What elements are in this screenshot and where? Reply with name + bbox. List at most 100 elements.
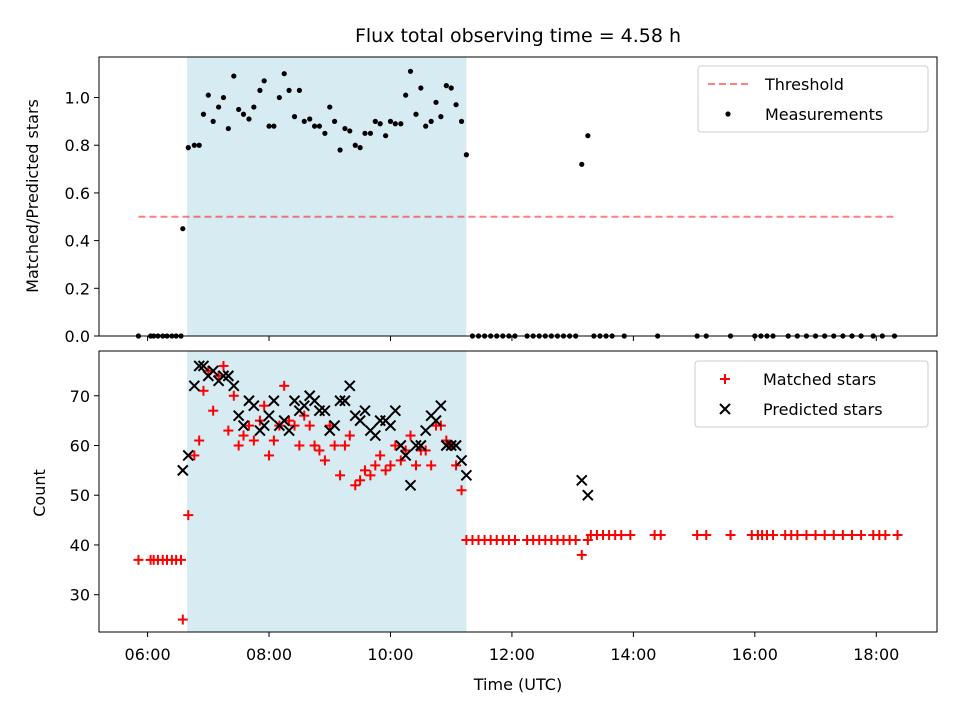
measurement-point — [200, 111, 207, 117]
observing-window-bottom — [187, 351, 467, 632]
matched-star-point — [218, 360, 229, 371]
matched-star-point — [344, 430, 355, 441]
measurement-point — [205, 92, 211, 98]
ratio-y-tick-label: 0.8 — [65, 136, 90, 155]
x-tick-label: 08:00 — [246, 645, 292, 664]
matched-star-point — [284, 415, 295, 426]
predicted-star-point — [440, 439, 453, 452]
count-y-tick-label: 30 — [70, 586, 90, 605]
matched-star-point — [243, 420, 254, 431]
measurement-point — [342, 125, 348, 132]
measurement-point — [311, 123, 318, 129]
predicted-star-point — [278, 414, 290, 427]
predicted-star-point — [435, 400, 447, 412]
matched-star-point — [410, 460, 421, 471]
predicted-star-point — [232, 409, 245, 422]
measurement-point — [407, 68, 414, 74]
measurement-point — [463, 152, 469, 158]
predicted-star-point — [430, 414, 442, 427]
predicted-star-point — [283, 424, 295, 437]
matched-star-point — [385, 460, 396, 471]
predicted-star-point — [410, 439, 422, 452]
matched-star-point — [248, 435, 259, 446]
matched-star-point — [725, 530, 736, 541]
measurement-point — [251, 104, 257, 110]
matched-star-point — [880, 530, 891, 541]
ratio-panel-frame — [98, 56, 938, 337]
predicted-star-point — [228, 380, 240, 392]
matched-stars-series — [133, 360, 903, 625]
predicted-star-point — [188, 380, 201, 392]
predicted-star-point — [395, 439, 407, 452]
measurement-point — [261, 78, 267, 84]
matched-star-point — [701, 530, 712, 541]
matched-star-point — [194, 435, 205, 446]
x-tick-label: 18:00 — [853, 645, 899, 664]
predicted-star-point — [268, 395, 280, 407]
matched-star-point — [359, 465, 370, 476]
legend-threshold-label: Threshold — [764, 75, 844, 94]
measurement-point — [403, 92, 409, 98]
matched-star-point — [426, 460, 437, 471]
predicted-star-point — [384, 419, 397, 432]
predicted-star-point — [399, 449, 412, 462]
matched-star-point — [792, 530, 803, 541]
measurement-point — [276, 94, 282, 101]
matched-star-point — [223, 425, 234, 436]
matched-star-point — [655, 530, 666, 541]
matched-star-point — [892, 530, 903, 541]
measurement-point — [372, 118, 378, 124]
matched-star-point — [133, 554, 144, 565]
predicted-star-point — [182, 449, 194, 462]
measurement-point — [453, 102, 459, 108]
measurement-point — [418, 85, 424, 91]
measurement-point — [448, 85, 454, 91]
measurement-point — [428, 118, 434, 124]
measurement-point — [579, 161, 585, 167]
x-axis-label: Time (UTC) — [473, 675, 562, 694]
measurement-point — [458, 118, 465, 124]
count-y-axis: 30 40 50 60 70 — [70, 387, 99, 605]
predicted-star-point — [445, 439, 457, 452]
legend-measurements-swatch — [725, 111, 731, 117]
predicted-star-point — [354, 414, 366, 427]
observing-window-band-top — [187, 57, 467, 336]
measurement-point — [220, 94, 227, 101]
matched-star-point — [268, 435, 279, 446]
predicted-star-point — [334, 395, 346, 407]
measurement-point — [271, 123, 277, 129]
measurement-point — [216, 104, 222, 110]
measurement-point — [191, 142, 197, 148]
measurement-point — [337, 147, 343, 153]
matched-star-point — [370, 460, 381, 471]
matched-star-point — [339, 440, 350, 451]
predicted-star-point — [455, 454, 468, 467]
matched-star-point — [509, 534, 520, 545]
ratio-y-tick-label: 0.2 — [65, 279, 90, 298]
predicted-star-point — [582, 489, 594, 501]
matched-star-point — [576, 549, 587, 560]
matched-star-point — [238, 430, 249, 441]
matched-star-point — [801, 530, 812, 541]
measurement-point — [196, 142, 202, 148]
predicted-star-point — [222, 370, 235, 382]
measurement-point — [210, 118, 216, 124]
predicted-star-point — [288, 395, 301, 407]
matched-star-point — [213, 370, 224, 381]
observing-window-top — [187, 57, 467, 336]
matched-star-point — [264, 450, 275, 461]
matched-star-point — [233, 440, 244, 451]
predicted-star-point — [177, 464, 189, 477]
matched-star-point — [846, 530, 857, 541]
predicted-star-point — [217, 370, 230, 382]
measurement-point — [438, 114, 444, 120]
x-tick-label: 06:00 — [125, 645, 171, 664]
legend-matched-swatch — [720, 374, 730, 384]
x-tick-label: 12:00 — [489, 645, 535, 664]
count-y-axis-label: Count — [30, 469, 49, 517]
predicted-star-point — [328, 419, 341, 432]
matched-star-point — [177, 614, 188, 625]
predicted-star-point — [237, 419, 250, 432]
measurement-point — [296, 87, 302, 93]
predicted-star-point — [319, 404, 331, 417]
